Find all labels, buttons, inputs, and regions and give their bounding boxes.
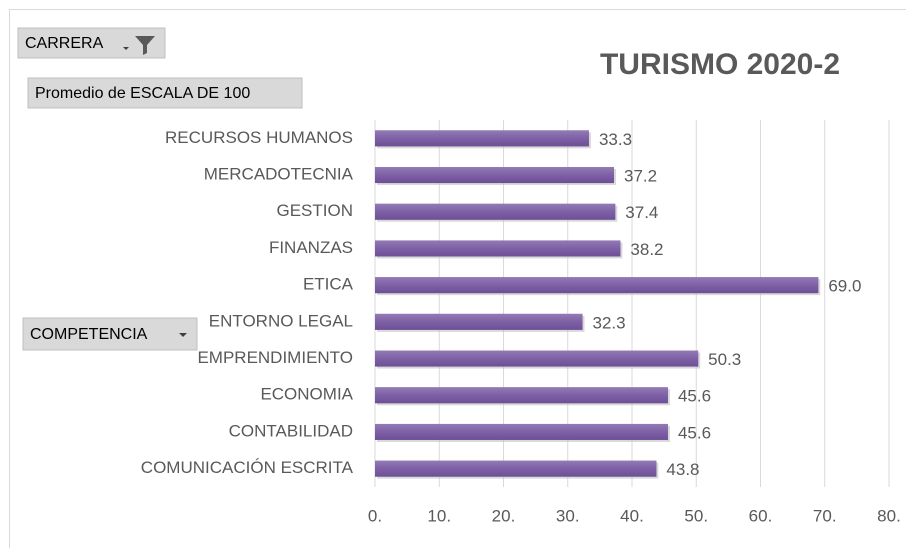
bar-shade — [375, 203, 616, 220]
bar-shade — [375, 167, 615, 184]
y-tick-label: ECONOMIA — [260, 385, 353, 404]
field-button-label: COMPETENCIA — [30, 326, 148, 343]
bar-shade — [375, 130, 589, 147]
dropdown-arrow — [179, 333, 187, 337]
x-tick-label: 30. — [556, 506, 580, 525]
data-label: 45.6 — [678, 423, 711, 442]
bar-shade — [375, 387, 668, 404]
data-label: 37.2 — [624, 167, 657, 186]
dropdown-arrow — [123, 47, 129, 50]
x-tick-label: 50. — [684, 506, 708, 525]
data-label: 69.0 — [828, 277, 861, 296]
field-button — [17, 27, 166, 59]
y-tick-label: COMUNICACIÓN ESCRITA — [141, 458, 354, 477]
field-button — [22, 317, 198, 351]
y-tick-label: ENTORNO LEGAL — [209, 311, 353, 330]
chart-title: TURISMO 2020-2 — [600, 48, 840, 81]
data-label: 38.2 — [630, 240, 663, 259]
field-button-label: Promedio de ESCALA DE 100 — [35, 85, 250, 102]
x-tick-label: 10. — [427, 506, 451, 525]
bar-shade — [375, 240, 621, 257]
data-label: 45.6 — [678, 387, 711, 406]
data-label: 43.8 — [666, 460, 699, 479]
y-tick-label: EMPRENDIMIENTO — [197, 348, 353, 367]
data-label: 50.3 — [708, 350, 741, 369]
x-tick-label: 20. — [492, 506, 516, 525]
field-button — [27, 77, 303, 109]
bar-shade — [375, 277, 819, 294]
x-tick-label: 80. — [877, 506, 901, 525]
field-button-label: CARRERA — [25, 35, 104, 52]
y-tick-label: GESTION — [276, 201, 353, 220]
data-label: 33.3 — [599, 130, 632, 149]
y-tick-label: CONTABILIDAD — [229, 421, 353, 440]
y-tick-label: ETICA — [303, 275, 354, 294]
bar-shade — [375, 423, 668, 440]
data-label: 32.3 — [593, 313, 626, 332]
x-tick-label: 40. — [620, 506, 644, 525]
x-tick-label: 70. — [813, 506, 837, 525]
y-tick-label: RECURSOS HUMANOS — [165, 128, 353, 147]
filter-icon — [135, 36, 155, 55]
bar-shade — [375, 313, 583, 330]
y-tick-label: FINANZAS — [269, 238, 353, 257]
bar-shade — [375, 350, 699, 367]
x-tick-label: 0. — [368, 506, 382, 525]
bar-shade — [375, 460, 657, 477]
x-tick-label: 60. — [749, 506, 773, 525]
data-label: 37.4 — [625, 203, 658, 222]
y-tick-label: MERCADOTECNIA — [204, 165, 354, 184]
